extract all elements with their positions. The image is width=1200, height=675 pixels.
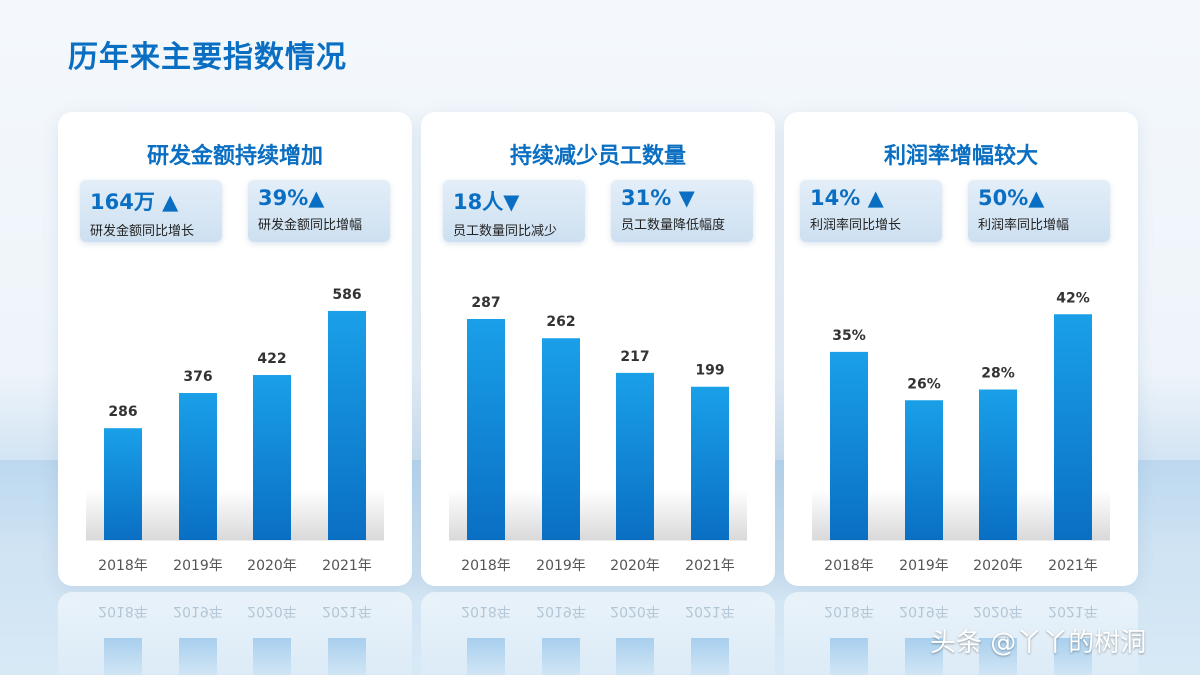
reflection-bar xyxy=(253,638,291,675)
panel-title: 持续减少员工数量 xyxy=(509,144,686,169)
stat-value: 164万 ▲ xyxy=(90,190,179,214)
bar xyxy=(328,310,366,540)
panel-profit-rate: 利润率增幅较大 14% ▲ 利润率同比增长 50%▲ 利润率同比增幅 35% 20… xyxy=(784,112,1138,586)
watermark: 头条 @丫丫的树洞 xyxy=(930,628,1147,658)
reflection-bar xyxy=(104,638,142,675)
x-tick-label: 2019年 xyxy=(173,558,223,574)
bar-chart: 35% 2018年 26% 2019年 28% 2020年 42% 2021年 xyxy=(812,290,1110,574)
panel-reflection: 2018年 2019年 2020年 2021年 xyxy=(58,592,412,675)
data-label: 262 xyxy=(546,314,575,330)
reflection-bar xyxy=(542,638,580,675)
stat-card: 164万 ▲ 研发金额同比增长 xyxy=(80,180,222,242)
x-tick-label: 2018年 xyxy=(98,558,148,574)
reflection-label: 2020年 xyxy=(247,603,297,619)
x-tick-label: 2019年 xyxy=(899,558,949,574)
data-label: 35% xyxy=(832,328,866,344)
panel-title: 研发金额持续增加 xyxy=(146,144,323,169)
stat-label: 利润率同比增幅 xyxy=(978,218,1070,233)
data-label: 586 xyxy=(332,287,361,303)
reflection-label: 2021年 xyxy=(685,603,735,619)
data-label: 26% xyxy=(907,376,941,392)
reflection-bar xyxy=(179,638,217,675)
bar xyxy=(905,400,943,540)
reflection-label: 2018年 xyxy=(98,603,148,619)
stat-value: 31% ▼ xyxy=(621,186,695,210)
data-label: 287 xyxy=(471,295,500,311)
panel-employee-count: 持续减少员工数量 18人▼ 员工数量同比减少 31% ▼ 员工数量降低幅度 28… xyxy=(421,112,775,586)
stat-card: 50%▲ 利润率同比增幅 xyxy=(968,180,1110,242)
reflection-label: 2021年 xyxy=(322,603,372,619)
reflection-label: 2021年 xyxy=(1048,603,1098,619)
x-tick-label: 2020年 xyxy=(610,558,660,574)
bar xyxy=(179,393,217,540)
data-label: 422 xyxy=(257,351,286,367)
reflection-bar xyxy=(328,638,366,675)
stat-label: 研发金额同比增幅 xyxy=(258,218,363,233)
bar xyxy=(104,428,142,540)
stat-card: 31% ▼ 员工数量降低幅度 xyxy=(611,180,753,242)
stat-label: 利润率同比增长 xyxy=(810,218,902,233)
reflection-label: 2019年 xyxy=(899,603,949,619)
bar xyxy=(616,372,654,540)
panel-rd-amount: 研发金额持续增加 164万 ▲ 研发金额同比增长 39%▲ 研发金额同比增幅 2… xyxy=(58,112,412,586)
stat-card: 14% ▲ 利润率同比增长 xyxy=(800,180,942,242)
x-tick-label: 2021年 xyxy=(1048,558,1098,574)
data-label: 199 xyxy=(695,363,724,379)
bar xyxy=(691,386,729,540)
bar-chart: 287 2018年 262 2019年 217 2020年 199 2021年 xyxy=(449,295,747,574)
stat-value: 39%▲ xyxy=(258,186,325,210)
data-label: 376 xyxy=(183,369,212,385)
data-label: 42% xyxy=(1056,290,1090,306)
x-tick-label: 2019年 xyxy=(536,558,586,574)
data-label: 28% xyxy=(981,366,1015,382)
stat-label: 员工数量同比减少 xyxy=(453,224,558,239)
reflection-label: 2020年 xyxy=(610,603,660,619)
bar xyxy=(830,351,868,540)
stat-label: 员工数量降低幅度 xyxy=(621,218,726,233)
reflection-bar xyxy=(616,638,654,675)
reflection-bar xyxy=(691,638,729,675)
stat-value: 50%▲ xyxy=(978,186,1045,210)
panel-reflection: 2018年 2019年 2020年 2021年 xyxy=(784,592,1138,675)
page-title: 历年来主要指数情况 xyxy=(68,40,347,75)
bar xyxy=(979,389,1017,540)
reflection-bar xyxy=(979,638,1017,675)
reflection-bar xyxy=(467,638,505,675)
stat-value: 18人▼ xyxy=(453,190,520,214)
stat-card: 18人▼ 员工数量同比减少 xyxy=(443,180,585,242)
reflection-label: 2019年 xyxy=(173,603,223,619)
reflection-bar xyxy=(830,638,868,675)
panel-title: 利润率增幅较大 xyxy=(883,144,1038,169)
x-tick-label: 2018年 xyxy=(461,558,511,574)
bar xyxy=(1054,314,1092,540)
reflection-label: 2019年 xyxy=(536,603,586,619)
stat-value: 14% ▲ xyxy=(810,186,884,210)
stat-label: 研发金额同比增长 xyxy=(90,224,195,239)
bar-chart: 286 2018年 376 2019年 422 2020年 586 2021年 xyxy=(86,287,384,574)
x-tick-label: 2020年 xyxy=(247,558,297,574)
bar xyxy=(542,338,580,540)
reflection-bar xyxy=(1054,638,1092,675)
reflection-label: 2018年 xyxy=(824,603,874,619)
reflection-label: 2018年 xyxy=(461,603,511,619)
reflection-label: 2020年 xyxy=(973,603,1023,619)
bar xyxy=(253,375,291,540)
bar xyxy=(467,318,505,540)
x-tick-label: 2020年 xyxy=(973,558,1023,574)
reflection-bar xyxy=(905,638,943,675)
x-tick-label: 2021年 xyxy=(685,558,735,574)
data-label: 217 xyxy=(620,349,649,365)
x-tick-label: 2021年 xyxy=(322,558,372,574)
data-label: 286 xyxy=(108,404,137,420)
x-tick-label: 2018年 xyxy=(824,558,874,574)
panel-reflection: 2018年 2019年 2020年 2021年 xyxy=(421,592,775,675)
stat-card: 39%▲ 研发金额同比增幅 xyxy=(248,180,390,242)
